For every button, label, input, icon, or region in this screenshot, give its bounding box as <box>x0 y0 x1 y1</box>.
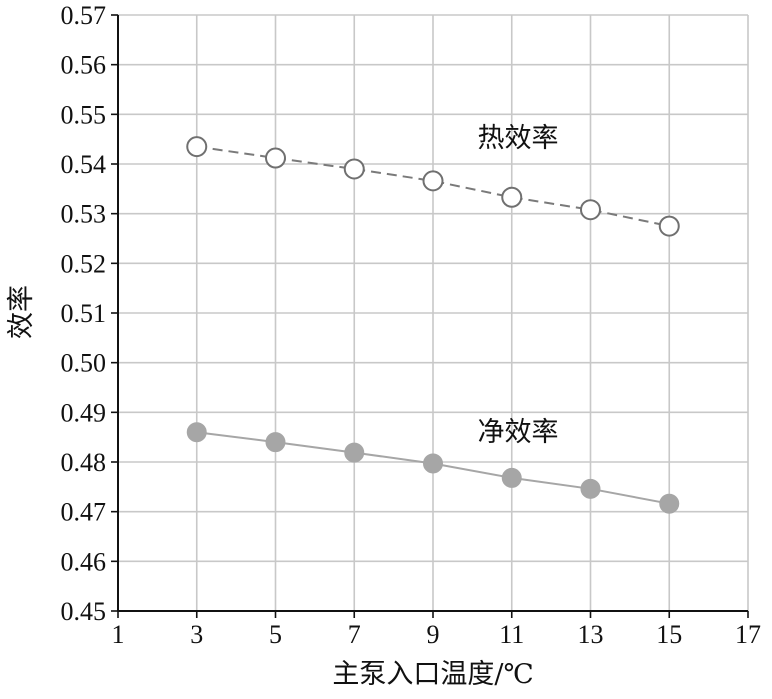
y-tick-label: 0.50 <box>61 349 107 378</box>
x-tick-label: 7 <box>348 620 361 649</box>
x-tick-label: 3 <box>190 620 203 649</box>
series-label-thermal-efficiency: 热效率 <box>478 123 559 154</box>
grid-lines <box>118 14 749 611</box>
x-tick-label: 5 <box>269 620 282 649</box>
data-point <box>501 186 523 208</box>
x-axis-title: 主泵入口温度/℃ <box>332 659 533 690</box>
y-tick-label: 0.52 <box>61 249 107 278</box>
data-point <box>580 478 601 499</box>
y-tick-label: 0.53 <box>61 200 107 229</box>
data-point <box>423 453 443 474</box>
data-point <box>265 432 286 453</box>
series-label-net-efficiency: 净效率 <box>478 417 559 448</box>
series-markers <box>186 136 680 514</box>
axes <box>111 14 749 618</box>
data-point <box>658 215 680 237</box>
data-point <box>580 199 601 221</box>
data-point <box>344 442 365 463</box>
data-point <box>501 467 522 488</box>
x-tick-label: 17 <box>735 620 761 649</box>
x-tick-label: 11 <box>499 620 524 649</box>
y-tick-label: 0.51 <box>61 299 107 328</box>
tick-labels: 1 3 5 7 9 11 13 15 170.450.460.470.480.490.500.5… <box>61 1 762 649</box>
x-tick-label: 9 <box>427 620 440 649</box>
data-point <box>659 493 680 514</box>
y-tick-label: 0.45 <box>61 597 107 626</box>
y-axis-title: 效率 <box>6 285 37 339</box>
y-tick-label: 0.48 <box>61 448 107 477</box>
y-tick-label: 0.54 <box>61 150 107 179</box>
y-tick-label: 0.46 <box>61 547 107 576</box>
x-tick-label: 13 <box>578 620 604 649</box>
data-point <box>186 136 208 158</box>
y-tick-label: 0.49 <box>61 398 107 427</box>
y-tick-label: 0.56 <box>61 51 107 80</box>
y-tick-label: 0.57 <box>61 1 107 30</box>
x-tick-label: 1 <box>112 620 125 649</box>
data-point <box>186 422 207 443</box>
data-point <box>343 158 365 180</box>
data-point <box>422 170 444 192</box>
x-tick-label: 15 <box>656 620 682 649</box>
y-tick-label: 0.55 <box>61 100 107 129</box>
y-tick-label: 0.47 <box>61 498 107 527</box>
data-point <box>265 147 286 169</box>
